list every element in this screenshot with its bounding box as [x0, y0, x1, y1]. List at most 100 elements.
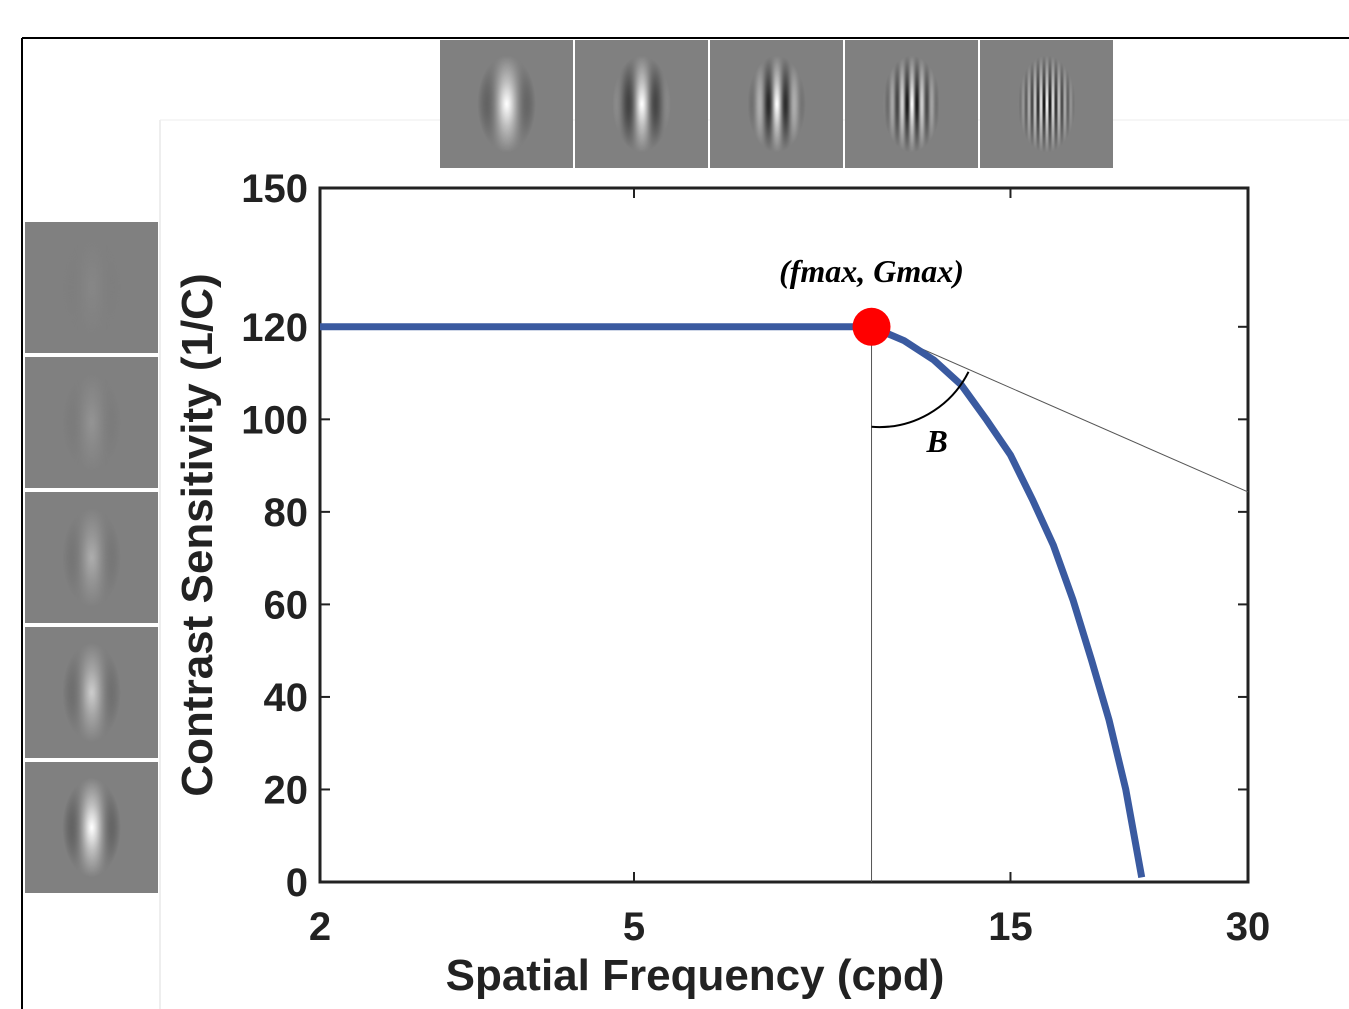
stripe [157, 222, 159, 353]
stripe [70, 357, 72, 488]
stripe [687, 40, 689, 168]
stripe [43, 762, 45, 893]
y-tick-label: 40 [264, 676, 309, 720]
stripe [1033, 40, 1035, 168]
stripe [71, 222, 73, 353]
stripe [83, 222, 85, 353]
stripe [786, 40, 788, 168]
stripe [81, 222, 83, 353]
stripe [984, 40, 986, 168]
stripe [732, 40, 734, 168]
stripe [686, 40, 688, 168]
stripe [47, 492, 49, 623]
stripe [78, 492, 80, 623]
stripe [459, 40, 461, 168]
stripe [809, 40, 811, 168]
stripe [144, 222, 146, 353]
stripe [815, 40, 817, 168]
stripe [27, 492, 29, 623]
stripe [747, 40, 749, 168]
stripe [112, 762, 114, 893]
stripe [126, 222, 128, 353]
stripe [1007, 40, 1009, 168]
stripe [103, 492, 105, 623]
stripe [922, 40, 924, 168]
stripe [59, 357, 61, 488]
stripe [958, 40, 960, 168]
stripe [111, 222, 113, 353]
stripe [493, 40, 495, 168]
stripe [30, 357, 32, 488]
stripe [707, 40, 709, 168]
stripe [34, 492, 36, 623]
stripe [974, 40, 976, 168]
stripe [910, 40, 912, 168]
stripe [1016, 40, 1018, 168]
stripe [916, 40, 918, 168]
stripe [62, 762, 64, 893]
stripe [151, 762, 153, 893]
stripe [548, 40, 550, 168]
stripe [939, 40, 941, 168]
stripe [127, 492, 129, 623]
stripe [644, 40, 646, 168]
stripe [691, 40, 693, 168]
stripe [655, 40, 657, 168]
stripe [1019, 40, 1021, 168]
stripe [1106, 40, 1108, 168]
stripe [539, 40, 541, 168]
stripe [142, 627, 144, 758]
patch-stripes [25, 492, 159, 623]
stripe [97, 627, 99, 758]
stripe [108, 762, 110, 893]
stripe [948, 40, 950, 168]
stripe [841, 40, 843, 168]
stripe [1029, 40, 1031, 168]
stripe [935, 40, 937, 168]
stripe [44, 762, 46, 893]
stripe [905, 40, 907, 168]
stripe [114, 627, 116, 758]
stripe [81, 762, 83, 893]
stripe [999, 40, 1001, 168]
stripe [106, 627, 108, 758]
stripe [96, 762, 98, 893]
stripe [49, 627, 51, 758]
stripe [129, 222, 131, 353]
stripe [622, 40, 624, 168]
stripe [501, 40, 503, 168]
plot-area [318, 186, 1250, 884]
stripe [103, 222, 105, 353]
stripe [57, 492, 59, 623]
stripe [79, 492, 81, 623]
stripe [74, 492, 76, 623]
stripe [530, 40, 532, 168]
stripe [955, 40, 957, 168]
stripe [1068, 40, 1070, 168]
stripe [25, 627, 27, 758]
stripe [99, 357, 101, 488]
stripe [998, 40, 1000, 168]
stripe [739, 40, 741, 168]
stripe [1018, 40, 1020, 168]
stripe [74, 762, 76, 893]
stripe [545, 40, 547, 168]
stripe [121, 357, 123, 488]
stripe [490, 40, 492, 168]
stripe [153, 222, 155, 353]
stripe [646, 40, 648, 168]
stripe [1000, 40, 1002, 168]
stripe [730, 40, 732, 168]
stripe [144, 762, 146, 893]
stripe [557, 40, 559, 168]
stripe [96, 492, 98, 623]
stripe [932, 40, 934, 168]
stripe [71, 492, 73, 623]
stripe [472, 40, 474, 168]
stripe [882, 40, 884, 168]
stripe [562, 40, 564, 168]
stripe [155, 492, 157, 623]
x-axis-label: Spatial Frequency (cpd) [446, 951, 945, 1000]
stripe [117, 222, 119, 353]
stripe [84, 627, 86, 758]
